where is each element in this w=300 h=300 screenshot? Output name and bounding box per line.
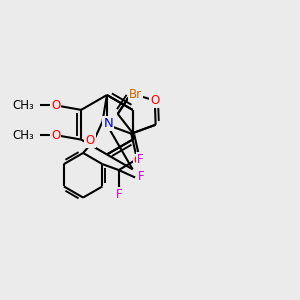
- Text: Br: Br: [129, 88, 142, 100]
- Text: O: O: [150, 94, 159, 107]
- Text: F: F: [116, 188, 123, 201]
- Text: O: O: [51, 129, 61, 142]
- Text: CH₃: CH₃: [13, 129, 34, 142]
- Text: F: F: [137, 153, 143, 166]
- Text: O: O: [51, 99, 61, 112]
- Text: N: N: [103, 117, 113, 130]
- Text: F: F: [138, 169, 145, 182]
- Text: O: O: [85, 134, 94, 147]
- Text: O: O: [134, 154, 143, 167]
- Text: CH₃: CH₃: [13, 99, 34, 112]
